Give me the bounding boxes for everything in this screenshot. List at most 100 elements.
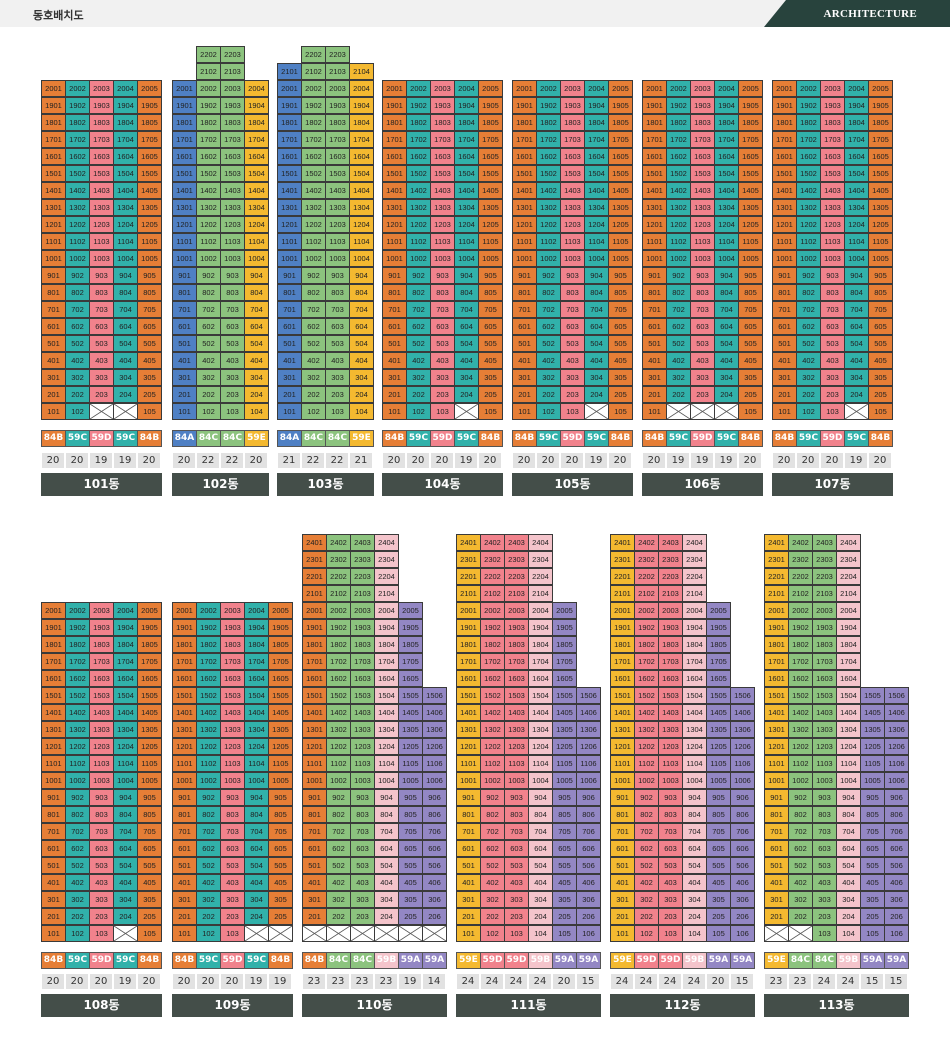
unit-count: 20 <box>196 973 220 990</box>
unit-cell: 2004 <box>374 602 399 619</box>
unit-cell: 504 <box>349 335 374 352</box>
unit-cell: 2004 <box>584 80 609 97</box>
unit-cell: 1402 <box>65 182 90 199</box>
unit-cell: 505 <box>478 335 503 352</box>
unit-count: 20 <box>552 973 576 990</box>
unit-cell: 1001 <box>172 250 197 267</box>
unit-cell: 1703 <box>220 131 245 148</box>
unit-cell: 503 <box>430 335 455 352</box>
unit-cell: 1006 <box>730 772 755 789</box>
unit-cell: 702 <box>796 301 821 318</box>
unit-cell: 1501 <box>610 687 635 704</box>
unit-cell: 1802 <box>196 636 221 653</box>
unit-cell: 2203 <box>220 46 245 63</box>
unit-cell: 302 <box>480 891 505 908</box>
unit-cell: 1004 <box>374 772 399 789</box>
unit-cell: 1905 <box>478 97 503 114</box>
empty-unit <box>302 925 327 942</box>
unit-cell: 2005 <box>478 80 503 97</box>
unit-cell: 1501 <box>764 687 789 704</box>
unit-cell: 601 <box>382 318 407 335</box>
unit-cell: 2003 <box>220 602 245 619</box>
unit-cell: 1501 <box>382 165 407 182</box>
unit-cell: 603 <box>89 318 114 335</box>
unit-count: 20 <box>512 452 536 469</box>
unit-cell: 101 <box>512 403 537 420</box>
unit-cell: 906 <box>576 789 601 806</box>
unit-cell: 1601 <box>456 670 481 687</box>
unit-cell: 602 <box>788 840 813 857</box>
unit-cell: 201 <box>764 908 789 925</box>
unit-cell: 1601 <box>302 670 327 687</box>
unit-cell: 1401 <box>512 182 537 199</box>
unit-cell: 1105 <box>478 233 503 250</box>
unit-cell: 105 <box>706 925 731 942</box>
unit-cell: 1903 <box>658 619 683 636</box>
unit-cell: 204 <box>584 386 609 403</box>
unit-cell: 605 <box>398 840 423 857</box>
unit-cell: 401 <box>277 352 302 369</box>
unit-cell: 1502 <box>65 687 90 704</box>
unit-cell: 1704 <box>836 653 861 670</box>
unit-cell: 103 <box>325 403 350 420</box>
unit-cell: 1001 <box>764 772 789 789</box>
building-label: 106동 <box>642 473 763 496</box>
unit-cell: 605 <box>608 318 633 335</box>
unit-cell: 1102 <box>301 233 326 250</box>
unit-cell: 102 <box>301 403 326 420</box>
unit-cell: 1501 <box>512 165 537 182</box>
unit-cell: 1103 <box>504 755 529 772</box>
unit-cell: 902 <box>480 789 505 806</box>
unit-cell: 901 <box>41 789 66 806</box>
unit-cell: 1704 <box>844 131 869 148</box>
unit-cell: 1205 <box>738 216 763 233</box>
unit-cell: 502 <box>326 857 351 874</box>
unit-cell: 804 <box>113 284 138 301</box>
unit-cell: 1501 <box>41 165 66 182</box>
unit-type-label: 59A <box>576 952 601 969</box>
unit-cell: 1505 <box>137 165 162 182</box>
unit-cell: 1503 <box>89 687 114 704</box>
unit-cell: 102 <box>196 403 221 420</box>
unit-cell: 202 <box>480 908 505 925</box>
unit-cell: 1805 <box>137 636 162 653</box>
unit-type-label: 84A <box>277 430 302 447</box>
unit-cell: 604 <box>113 318 138 335</box>
unit-cell: 1802 <box>65 114 90 131</box>
unit-cell: 503 <box>812 857 837 874</box>
unit-cell: 1901 <box>764 619 789 636</box>
unit-cell: 1703 <box>350 653 375 670</box>
unit-cell: 1203 <box>820 216 845 233</box>
unit-cell: 1104 <box>113 233 138 250</box>
unit-cell: 301 <box>382 369 407 386</box>
unit-cell: 603 <box>220 840 245 857</box>
unit-cell: 201 <box>512 386 537 403</box>
unit-cell: 1002 <box>480 772 505 789</box>
unit-cell: 2101 <box>302 585 327 602</box>
unit-count: 24 <box>480 973 504 990</box>
unit-cell: 1904 <box>244 619 269 636</box>
unit-cell: 803 <box>504 806 529 823</box>
unit-cell: 904 <box>113 267 138 284</box>
unit-count: 19 <box>714 452 738 469</box>
unit-cell: 403 <box>658 874 683 891</box>
empty-unit <box>244 925 269 942</box>
unit-cell: 1301 <box>41 721 66 738</box>
unit-cell: 203 <box>658 908 683 925</box>
unit-count: 23 <box>302 973 326 990</box>
unit-cell: 1104 <box>584 233 609 250</box>
unit-cell: 1804 <box>528 636 553 653</box>
unit-cell: 1901 <box>172 97 197 114</box>
unit-cell: 201 <box>456 908 481 925</box>
unit-cell: 805 <box>137 806 162 823</box>
unit-cell: 202 <box>65 386 90 403</box>
unit-cell: 1001 <box>772 250 797 267</box>
unit-cell: 1801 <box>172 114 197 131</box>
unit-cell: 702 <box>666 301 691 318</box>
unit-type-label: 59D <box>560 430 585 447</box>
unit-cell: 1102 <box>406 233 431 250</box>
unit-count: 20 <box>868 452 892 469</box>
unit-cell: 903 <box>658 789 683 806</box>
unit-cell: 103 <box>658 925 683 942</box>
unit-cell: 601 <box>772 318 797 335</box>
